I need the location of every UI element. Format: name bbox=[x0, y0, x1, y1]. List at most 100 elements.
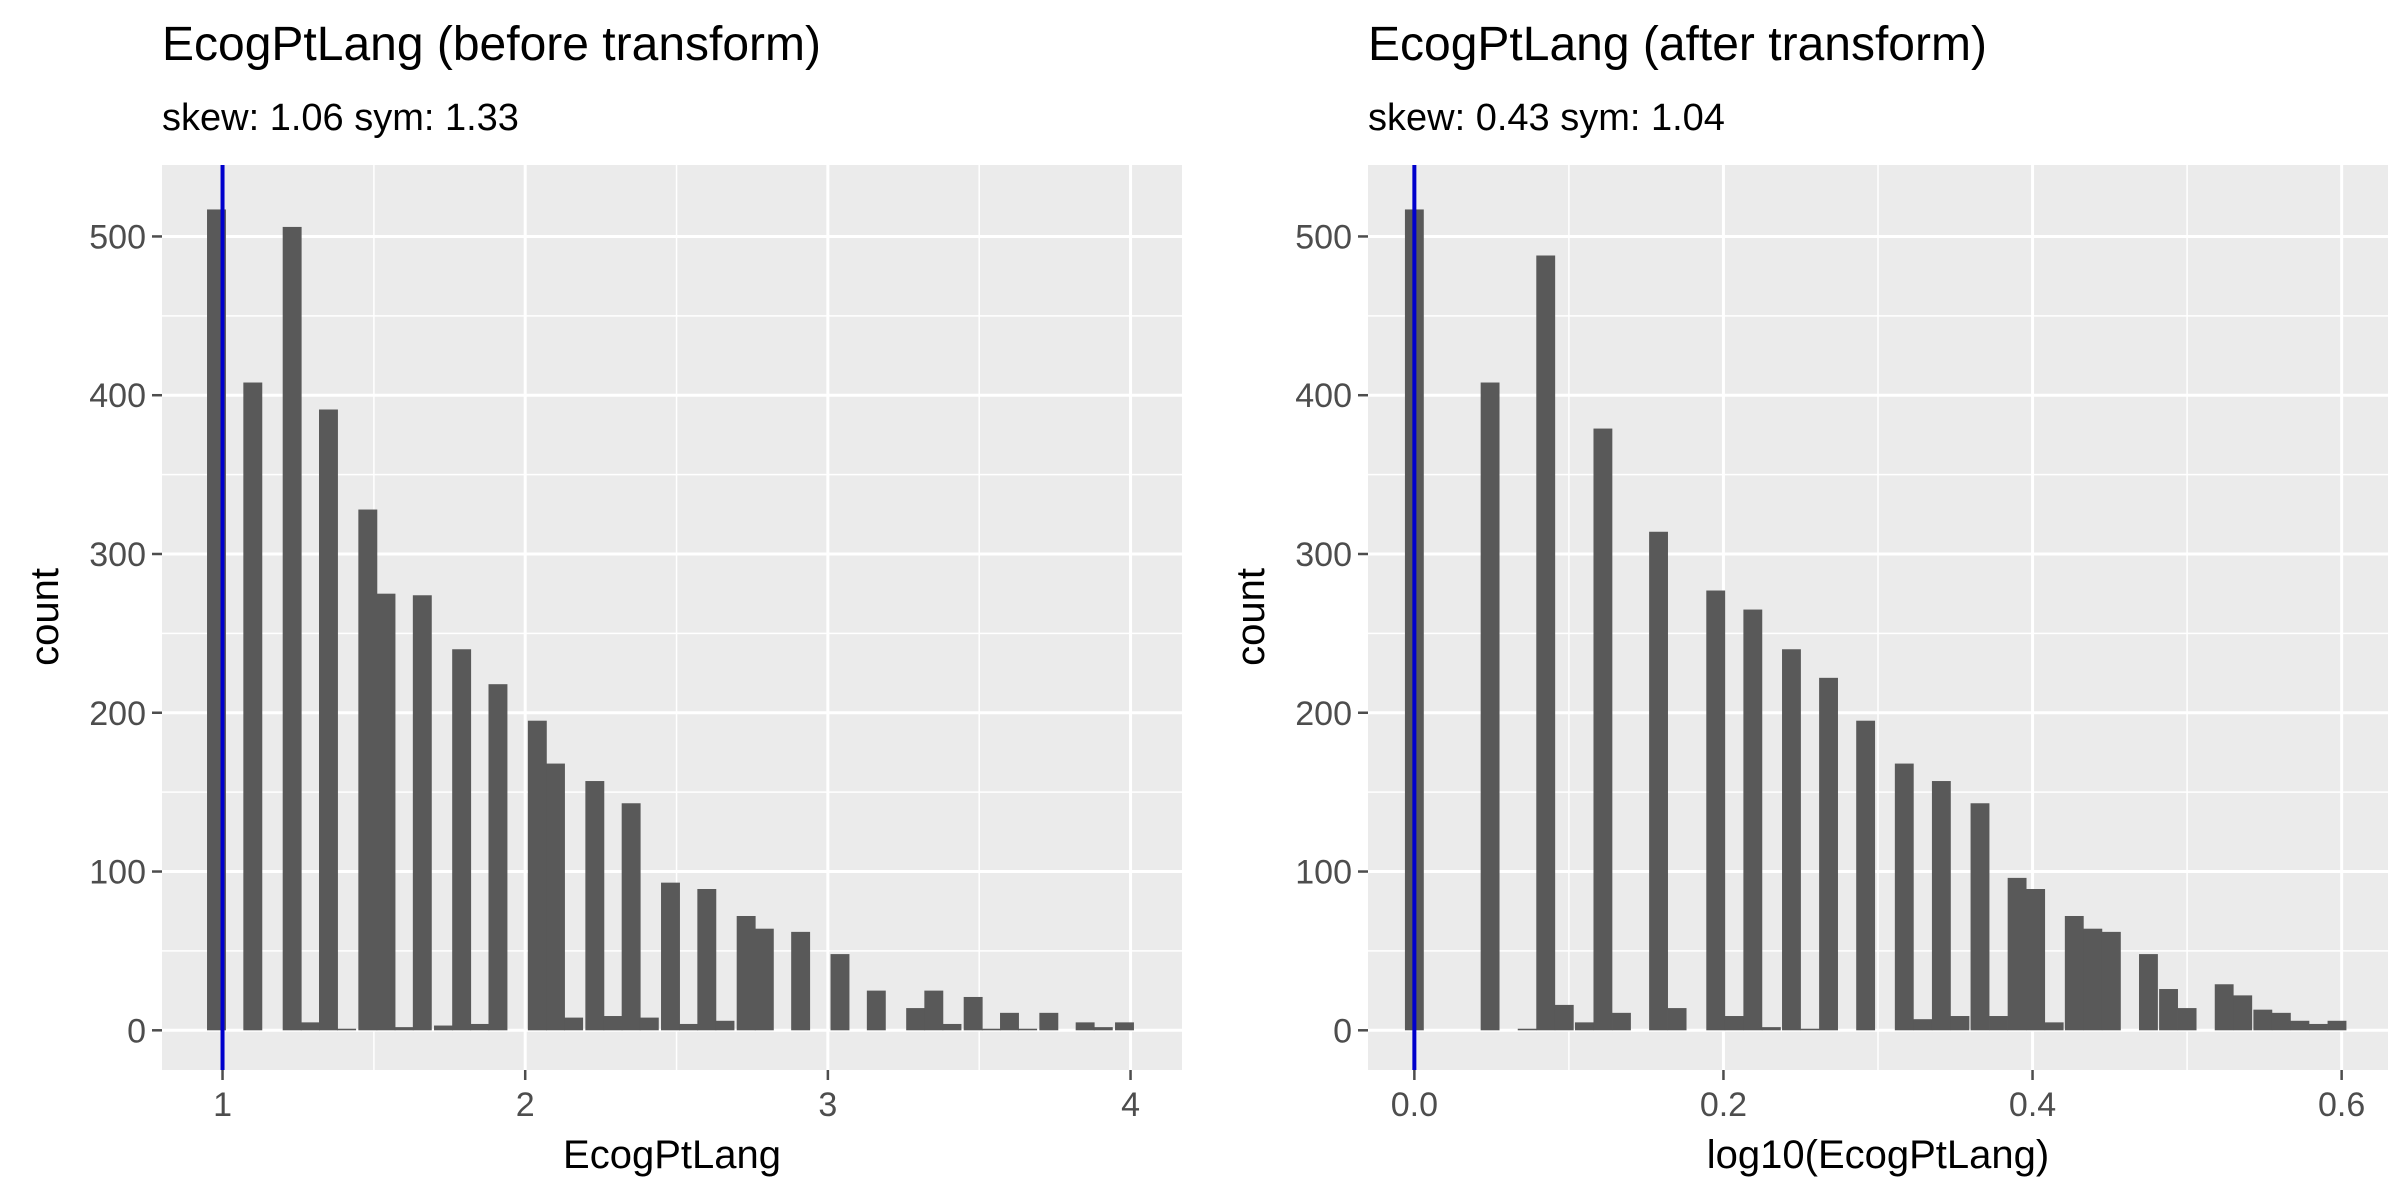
y-axis: 0 100 200 300 400 500 bbox=[1295, 218, 1368, 1050]
histogram-bar bbox=[2083, 928, 2103, 1031]
histogram-bar bbox=[2327, 1020, 2347, 1031]
histogram-bar bbox=[358, 509, 378, 1031]
y-tick-label: 300 bbox=[89, 536, 146, 574]
histogram-bar bbox=[791, 931, 811, 1031]
histogram-bar bbox=[1894, 763, 1914, 1031]
histogram-bar bbox=[434, 1025, 453, 1031]
histogram-bar bbox=[1039, 1012, 1059, 1031]
histogram-bar bbox=[1800, 1028, 1820, 1031]
histogram-bar bbox=[319, 409, 338, 1031]
y-tick-label: 500 bbox=[1295, 218, 1352, 256]
y-tick-label: 400 bbox=[89, 377, 146, 415]
histogram-bar bbox=[830, 954, 850, 1031]
histogram-bar bbox=[924, 990, 944, 1031]
histogram-bar bbox=[661, 882, 680, 1031]
histogram-bar bbox=[1075, 1022, 1095, 1031]
histogram-bar bbox=[1989, 1016, 2008, 1031]
histogram-bar bbox=[282, 226, 302, 1031]
histogram-bar bbox=[1667, 1008, 1687, 1031]
histogram-bar bbox=[1000, 1012, 1019, 1031]
histogram-after-transform: EcogPtLang (after transform) skew: 0.43 … bbox=[1229, 18, 2388, 1177]
histogram-bar bbox=[2101, 931, 2121, 1031]
x-axis-title: log10(EcogPtLang) bbox=[1707, 1133, 2049, 1177]
x-tick-label: 1 bbox=[213, 1086, 232, 1124]
histogram-bar bbox=[1856, 720, 1876, 1031]
histogram-bar bbox=[736, 915, 756, 1031]
histogram-bar bbox=[963, 996, 983, 1031]
y-tick-label: 300 bbox=[1295, 536, 1352, 574]
histogram-bar bbox=[1115, 1022, 1134, 1031]
histogram-bar bbox=[754, 928, 774, 1031]
histogram-bar bbox=[452, 649, 472, 1031]
y-tick-label: 500 bbox=[89, 218, 146, 256]
histogram-bar bbox=[1593, 428, 1613, 1031]
x-axis: 1 2 3 4 bbox=[213, 1070, 1140, 1124]
histogram-bar bbox=[1761, 1027, 1781, 1031]
histogram-bar bbox=[585, 781, 605, 1031]
histogram-bar bbox=[2044, 1022, 2064, 1031]
histogram-bar bbox=[1517, 1028, 1537, 1031]
histogram-bar bbox=[2214, 984, 2234, 1031]
histogram-bar bbox=[866, 990, 886, 1031]
x-tick-label: 2 bbox=[516, 1086, 535, 1124]
x-tick-label: 3 bbox=[818, 1086, 837, 1124]
histogram-bar bbox=[1554, 1004, 1574, 1031]
histogram-bar bbox=[1706, 590, 1726, 1031]
histogram-bar bbox=[2064, 915, 2084, 1031]
chart-title: EcogPtLang (after transform) bbox=[1368, 18, 1987, 71]
histogram-bar bbox=[337, 1028, 357, 1031]
y-tick-label: 0 bbox=[1333, 1012, 1352, 1050]
histogram-bar bbox=[243, 382, 263, 1031]
histogram-bar bbox=[2007, 877, 2027, 1031]
histogram-bar bbox=[412, 595, 432, 1031]
histogram-bar bbox=[603, 1016, 623, 1031]
histogram-bar bbox=[1970, 803, 1990, 1031]
histogram-bar bbox=[1913, 1019, 1933, 1031]
histogram-bar bbox=[2271, 1012, 2291, 1031]
x-tick-label: 0.4 bbox=[2009, 1086, 2056, 1124]
histogram-bar bbox=[300, 1022, 320, 1031]
histogram-bar bbox=[376, 593, 396, 1031]
histogram-bar bbox=[2177, 1008, 2197, 1031]
histogram-bar bbox=[1093, 1027, 1113, 1031]
y-tick-label: 400 bbox=[1295, 377, 1352, 415]
histogram-bar bbox=[2139, 954, 2158, 1031]
y-axis-title: count bbox=[23, 568, 67, 666]
histogram-bar bbox=[394, 1027, 414, 1031]
x-axis: 0.0 0.2 0.4 0.6 bbox=[1391, 1070, 2365, 1124]
y-tick-label: 0 bbox=[127, 1012, 146, 1050]
y-tick-label: 100 bbox=[1295, 854, 1352, 892]
y-axis: 0 100 200 300 400 500 bbox=[89, 218, 162, 1050]
x-tick-label: 4 bbox=[1121, 1086, 1140, 1124]
histogram-bar bbox=[1782, 649, 1801, 1031]
histogram-bar bbox=[942, 1023, 962, 1031]
histogram-bar bbox=[2253, 1009, 2273, 1031]
histogram-bar bbox=[621, 803, 641, 1031]
histogram-bar bbox=[1480, 382, 1500, 1031]
y-axis-title: count bbox=[1229, 568, 1273, 666]
histogram-bar bbox=[2026, 889, 2046, 1031]
histogram-bar bbox=[1574, 1022, 1594, 1031]
histogram-bar bbox=[715, 1020, 735, 1031]
histogram-bar bbox=[679, 1023, 699, 1031]
histogram-bar bbox=[1950, 1016, 1970, 1031]
chart-subtitle: skew: 1.06 sym: 1.33 bbox=[162, 97, 519, 139]
histogram-bar bbox=[2159, 989, 2178, 1031]
histogram-bar bbox=[1931, 781, 1951, 1031]
histogram-before-transform: EcogPtLang (before transform) skew: 1.06… bbox=[23, 18, 1182, 1177]
histogram-bar bbox=[639, 1017, 659, 1031]
chart-title: EcogPtLang (before transform) bbox=[162, 18, 821, 71]
histogram-bar bbox=[981, 1028, 1001, 1031]
histogram-bar bbox=[527, 720, 547, 1031]
histogram-bar bbox=[564, 1017, 584, 1031]
histogram-bar bbox=[488, 684, 508, 1031]
histogram-bar bbox=[1536, 255, 1556, 1031]
chart-subtitle: skew: 0.43 sym: 1.04 bbox=[1368, 97, 1725, 139]
histogram-bar bbox=[1018, 1028, 1038, 1031]
histogram-bar bbox=[1724, 1016, 1744, 1031]
histogram-bar bbox=[697, 889, 717, 1031]
histogram-bar bbox=[546, 763, 565, 1031]
x-tick-label: 0.0 bbox=[1391, 1086, 1438, 1124]
histogram-bar bbox=[1649, 531, 1668, 1031]
